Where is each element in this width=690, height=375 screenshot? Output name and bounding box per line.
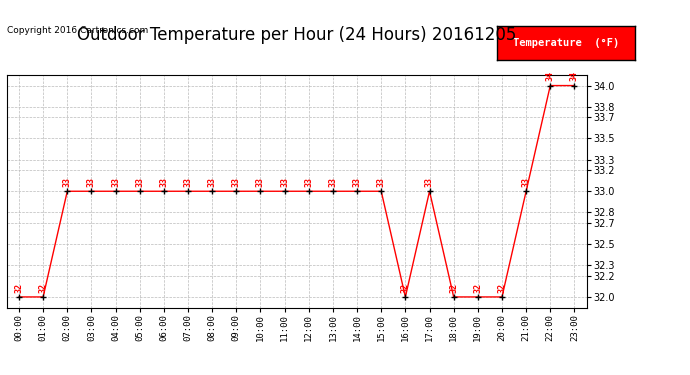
Text: 33: 33 bbox=[328, 177, 337, 187]
Text: 32: 32 bbox=[14, 283, 23, 293]
Text: 33: 33 bbox=[111, 177, 120, 187]
Text: 33: 33 bbox=[135, 177, 144, 187]
Text: 33: 33 bbox=[522, 177, 531, 187]
Text: Copyright 2016 Cartronics.com: Copyright 2016 Cartronics.com bbox=[7, 26, 148, 35]
Text: 34: 34 bbox=[570, 71, 579, 81]
Text: Temperature  (°F): Temperature (°F) bbox=[513, 38, 619, 48]
Text: 32: 32 bbox=[473, 283, 482, 293]
Text: 33: 33 bbox=[208, 177, 217, 187]
Text: 32: 32 bbox=[497, 283, 506, 293]
Text: 33: 33 bbox=[232, 177, 241, 187]
Text: 32: 32 bbox=[39, 283, 48, 293]
Text: 33: 33 bbox=[353, 177, 362, 187]
Text: 34: 34 bbox=[546, 71, 555, 81]
Text: 32: 32 bbox=[401, 283, 410, 293]
Text: 32: 32 bbox=[449, 283, 458, 293]
Text: 33: 33 bbox=[256, 177, 265, 187]
Text: 33: 33 bbox=[425, 177, 434, 187]
Text: Outdoor Temperature per Hour (24 Hours) 20161205: Outdoor Temperature per Hour (24 Hours) … bbox=[77, 26, 516, 44]
Text: 33: 33 bbox=[159, 177, 168, 187]
Text: 33: 33 bbox=[87, 177, 96, 187]
Text: 33: 33 bbox=[184, 177, 193, 187]
Text: 33: 33 bbox=[63, 177, 72, 187]
Text: 33: 33 bbox=[377, 177, 386, 187]
Text: 33: 33 bbox=[280, 177, 289, 187]
Text: 33: 33 bbox=[304, 177, 313, 187]
